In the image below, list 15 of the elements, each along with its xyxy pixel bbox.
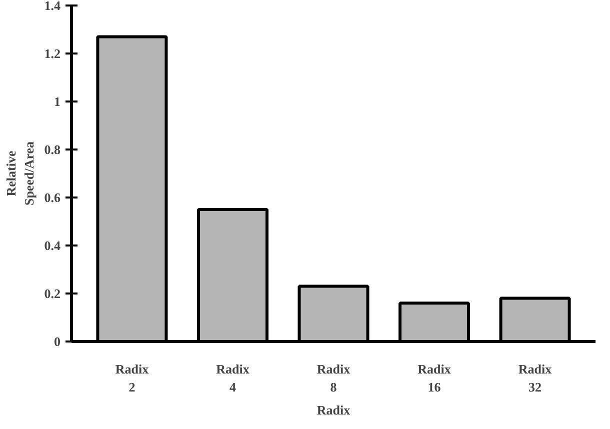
- y-tick-label: 1.2: [44, 46, 60, 61]
- y-tick-label: 1: [54, 94, 60, 109]
- x-tick-label: Radix 16: [418, 362, 452, 394]
- y-tick-label: 0: [54, 334, 60, 349]
- x-tick-label: Radix 2: [115, 362, 150, 394]
- x-axis-title: Radix: [316, 402, 351, 418]
- y-tick-label: 0.4: [44, 238, 61, 253]
- x-tick-label: Radix 8: [316, 362, 351, 394]
- y-axis-title: Relative Speed/Area: [3, 140, 36, 206]
- y-tick-label: 0.2: [44, 286, 60, 301]
- x-tick-label: Radix 4: [216, 362, 250, 394]
- y-tick-label: 0.6: [44, 190, 61, 205]
- y-tick-label: 0.8: [44, 142, 61, 157]
- x-tick-label: Radix 32: [518, 362, 552, 394]
- y-tick-label: 1.4: [44, 0, 61, 13]
